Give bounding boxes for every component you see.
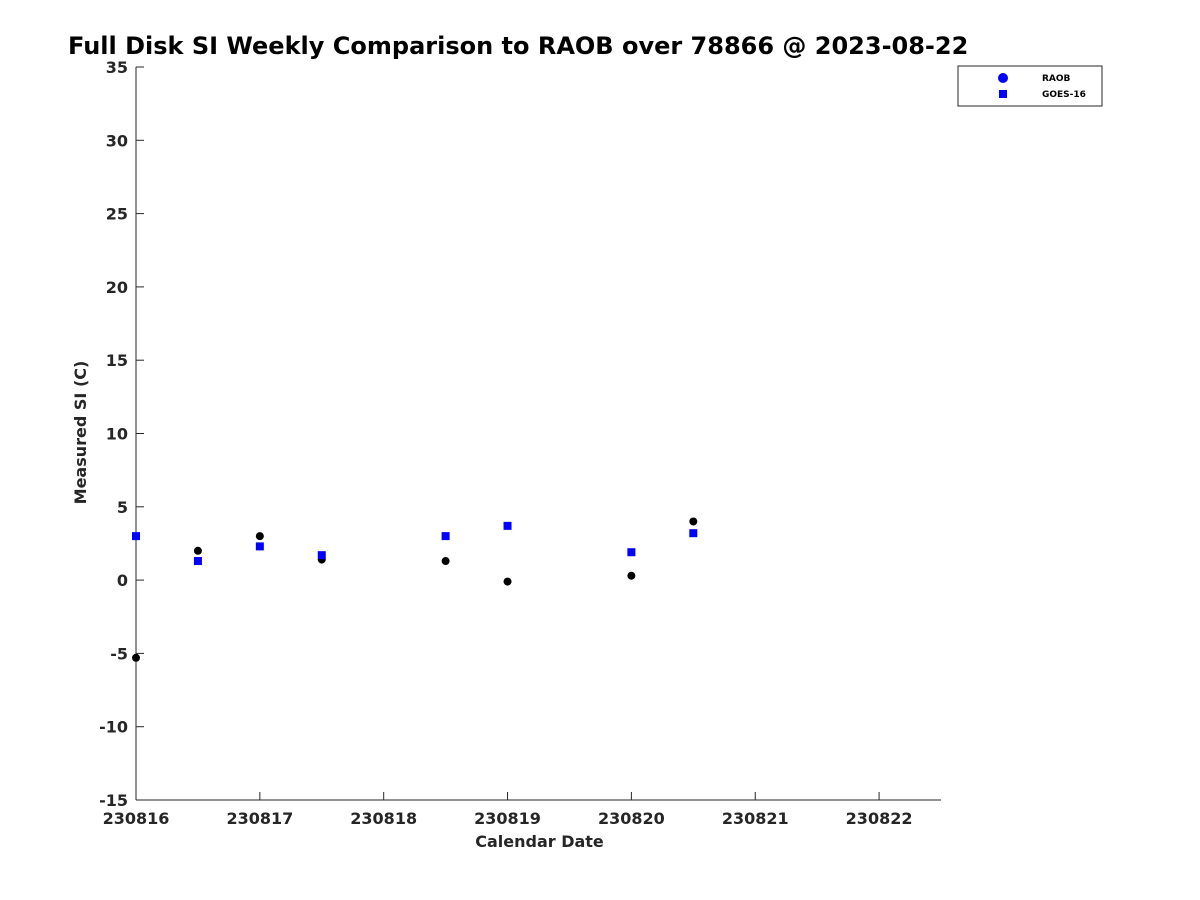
raob-point bbox=[689, 517, 698, 526]
y-tick-label: -10 bbox=[99, 718, 128, 737]
legend-label: RAOB bbox=[1042, 74, 1071, 84]
legend-marker-raob bbox=[998, 73, 1008, 83]
y-tick-label: -15 bbox=[99, 791, 128, 810]
x-tick-label: 230817 bbox=[226, 809, 293, 828]
y-tick-label: 25 bbox=[106, 205, 128, 224]
x-axis-ticks: 230816 230817 230818 230819 230820 230821 2308… bbox=[103, 792, 913, 828]
legend-box bbox=[957, 65, 1103, 107]
y-tick-label: 10 bbox=[106, 425, 128, 444]
x-tick-label: 230819 bbox=[474, 809, 541, 828]
raob-point bbox=[132, 653, 140, 662]
goes-16-point bbox=[627, 548, 636, 557]
y-axis-ticks: -15 -10 -5 0 5 10 15 20 25 30 35 bbox=[99, 58, 144, 810]
y-tick-label: 15 bbox=[106, 351, 128, 370]
x-axis-label: Calendar Date bbox=[475, 832, 604, 851]
y-tick-label: 35 bbox=[106, 58, 128, 77]
goes-16-point bbox=[441, 532, 450, 541]
legend-label: GOES-16 bbox=[1042, 90, 1086, 100]
legend: RAOB GOES-16 bbox=[957, 65, 1103, 107]
goes-16-point bbox=[503, 521, 512, 530]
raob-point bbox=[255, 532, 264, 541]
legend-marker-goes-16 bbox=[999, 90, 1007, 98]
raob-point bbox=[503, 577, 512, 586]
data-points bbox=[132, 517, 698, 662]
goes-16-point bbox=[132, 532, 140, 541]
x-tick-label: 230816 bbox=[103, 809, 170, 828]
x-tick-label: 230821 bbox=[722, 809, 789, 828]
x-tick-label: 230820 bbox=[598, 809, 665, 828]
raob-point bbox=[627, 571, 636, 580]
series-raob bbox=[132, 517, 698, 662]
raob-point bbox=[193, 546, 202, 555]
y-tick-label: -5 bbox=[110, 644, 128, 663]
goes-16-point bbox=[317, 551, 326, 560]
series-goes-16 bbox=[132, 521, 698, 566]
y-tick-label: 5 bbox=[117, 498, 128, 517]
goes-16-point bbox=[689, 529, 698, 538]
y-tick-label: 0 bbox=[117, 571, 128, 590]
y-tick-label: 20 bbox=[106, 278, 128, 297]
y-tick-label: 30 bbox=[106, 131, 128, 150]
x-tick-label: 230818 bbox=[350, 809, 417, 828]
x-tick-label: 230822 bbox=[846, 809, 913, 828]
goes-16-point bbox=[193, 557, 202, 566]
goes-16-point bbox=[255, 542, 264, 551]
axes bbox=[135, 67, 941, 801]
raob-point bbox=[441, 557, 450, 566]
chart-title: Full Disk SI Weekly Comparison to RAOB o… bbox=[68, 32, 968, 60]
y-axis-label: Measured SI (C) bbox=[71, 361, 90, 505]
legend-entries: RAOB GOES-16 bbox=[998, 73, 1086, 100]
